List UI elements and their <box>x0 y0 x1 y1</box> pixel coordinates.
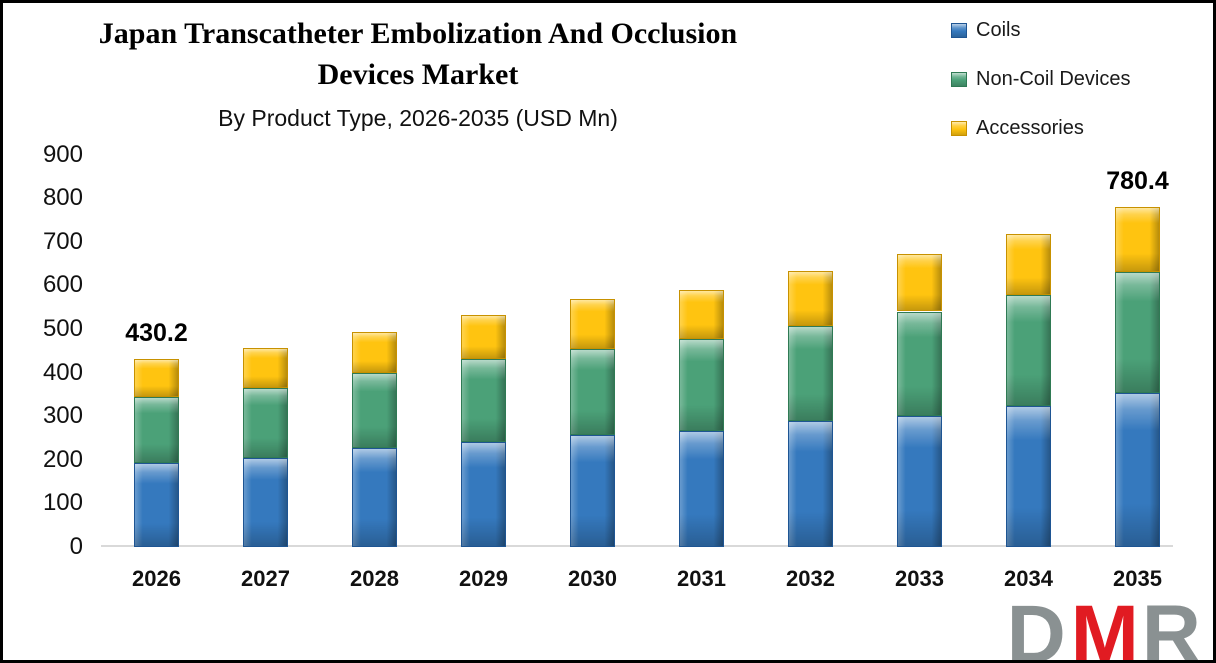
bar-segment-accessories <box>570 299 615 349</box>
legend-label-non-coil-devices: Non-Coil Devices <box>976 67 1131 90</box>
bar-segment-coils <box>461 441 506 547</box>
bar-total-label: 780.4 <box>1106 166 1169 195</box>
bar-segment-accessories <box>1006 234 1051 296</box>
bar-segment-coils <box>679 431 724 547</box>
x-axis-tick-label: 2032 <box>786 566 835 591</box>
x-axis-tick-label: 2030 <box>568 566 617 591</box>
bar-segment-accessories <box>679 289 724 339</box>
bar-segment-non-coil-devices <box>788 326 833 421</box>
bar-segment-accessories <box>788 271 833 327</box>
bar-segment-coils <box>134 462 179 547</box>
bar-segment-coils <box>788 420 833 547</box>
bar-segment-coils <box>243 458 288 547</box>
bar-segment-coils <box>570 434 615 547</box>
y-axis-tick-label: 900 <box>42 140 83 168</box>
bar-segment-non-coil-devices <box>352 372 397 449</box>
legend-item-coils: Coils <box>951 16 1131 44</box>
legend-label-coils: Coils <box>976 18 1021 41</box>
y-axis-tick-label: 300 <box>42 402 83 430</box>
title-block: Japan Transcatheter Embolization And Occ… <box>3 13 833 132</box>
accessories-swatch-icon <box>951 120 967 136</box>
x-axis-tick-label: 2035 <box>1113 566 1162 591</box>
bar-segment-coils <box>897 416 942 547</box>
plot-area: 0 100 200 300 400 500 600 700 800 900 2026 2027 2028… <box>3 3 1213 660</box>
chart-subtitle: By Product Type, 2026-2035 (USD Mn) <box>218 105 618 131</box>
x-axis-tick-label: 2026 <box>132 566 181 591</box>
x-axis-tick-label: 2033 <box>895 566 944 591</box>
x-axis-tick-label: 2028 <box>350 566 399 591</box>
x-axis-line <box>101 545 1173 547</box>
bar-segment-coils <box>1115 393 1160 547</box>
bar-segment-accessories <box>352 331 397 373</box>
chart-title-line2: Devices Market <box>317 58 519 91</box>
logo-letter-m: M <box>1070 589 1139 663</box>
y-axis-tick-label: 0 <box>69 533 83 560</box>
legend: Coils Non-Coil Devices Accessories <box>951 16 1131 163</box>
non-coil-devices-swatch-icon <box>951 71 967 87</box>
bar-segment-accessories <box>1115 206 1160 273</box>
bar-segment-coils <box>1006 405 1051 547</box>
coils-swatch-icon <box>951 22 967 38</box>
y-axis-tick-label: 600 <box>42 271 83 299</box>
bar-segment-accessories <box>134 359 179 397</box>
y-axis-tick-label: 200 <box>42 445 83 473</box>
logo-letter-d: D <box>1006 589 1066 663</box>
x-axis-tick-label: 2031 <box>677 566 726 591</box>
bar-segment-accessories <box>897 253 942 312</box>
chart-title-line1: Japan Transcatheter Embolization And Occ… <box>98 17 738 50</box>
bar-total-label: 430.2 <box>125 319 188 348</box>
y-axis-tick-label: 700 <box>42 227 83 255</box>
bar-segment-non-coil-devices <box>679 338 724 432</box>
bar-segment-coils <box>352 448 397 547</box>
bar-segment-non-coil-devices <box>243 387 288 459</box>
y-axis-tick-label: 100 <box>42 489 83 517</box>
logo-letter-r: R <box>1141 589 1201 663</box>
bar-segment-non-coil-devices <box>897 311 942 417</box>
legend-item-non-coil-devices: Non-Coil Devices <box>951 65 1131 93</box>
bar-segment-non-coil-devices <box>570 348 615 435</box>
y-axis-tick-label: 800 <box>42 184 83 212</box>
legend-item-accessories: Accessories <box>951 114 1131 142</box>
bar-segment-non-coil-devices <box>134 396 179 463</box>
dmr-logo: D M R <box>1006 589 1201 663</box>
x-axis-tick-label: 2034 <box>1004 566 1053 591</box>
legend-label-accessories: Accessories <box>976 116 1084 139</box>
bar-segment-non-coil-devices <box>1006 295 1051 406</box>
y-axis-tick-label: 400 <box>42 358 83 386</box>
bar-segment-non-coil-devices <box>1115 272 1160 394</box>
bar-segment-non-coil-devices <box>461 359 506 442</box>
x-axis-tick-label: 2029 <box>459 566 508 591</box>
bar-segment-accessories <box>243 348 288 388</box>
bar-segment-accessories <box>461 314 506 360</box>
x-axis-tick-label: 2027 <box>241 566 290 591</box>
y-axis-tick-label: 500 <box>42 314 83 342</box>
